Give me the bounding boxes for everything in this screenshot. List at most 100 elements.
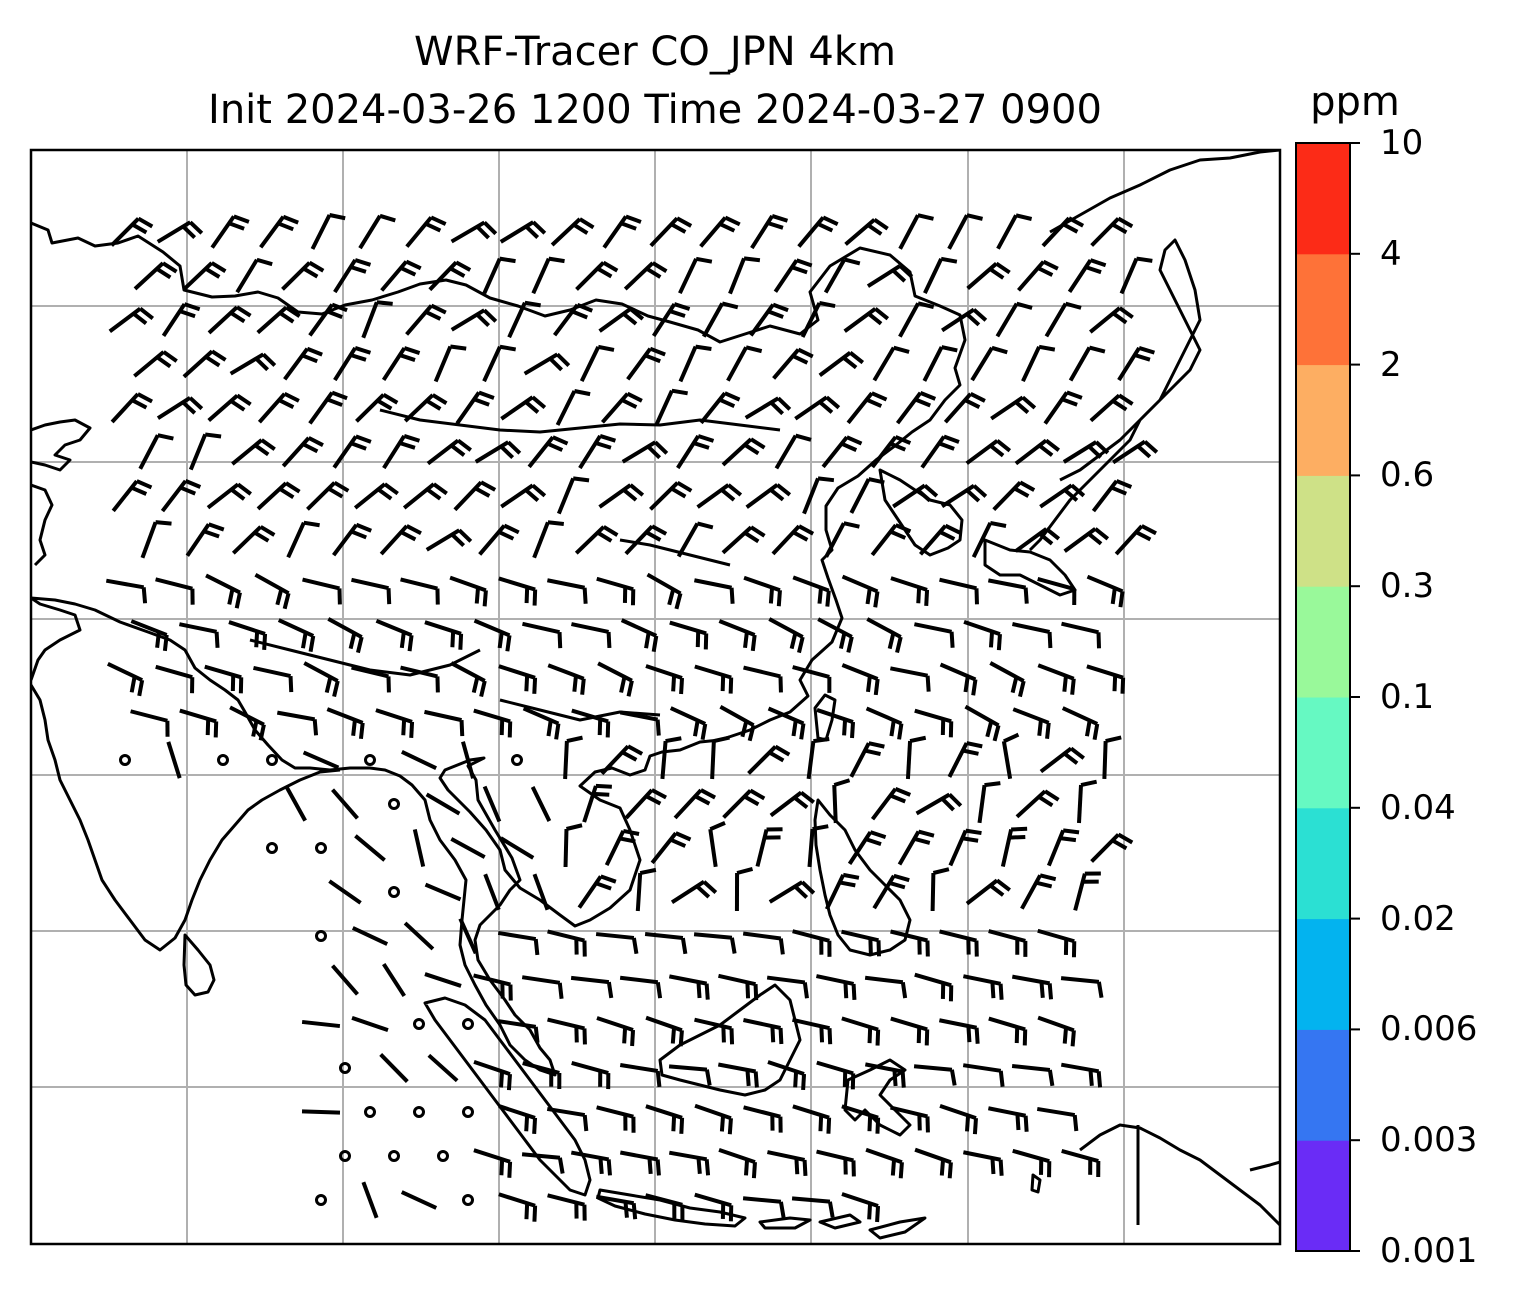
wind-barb [235,257,273,294]
wind-barb [579,344,615,382]
wind-barb [1012,707,1051,739]
wind-barb [478,523,520,556]
wind-barb [597,661,634,697]
wind-barb [228,620,268,651]
wind-barb [426,438,472,466]
wind-barb [582,783,612,823]
colorbar-tick-label: 4 [1380,233,1402,274]
wind-barb [1061,621,1102,649]
wind-barb [865,1147,904,1179]
wind-barb [424,620,464,650]
wind-barb [966,261,1011,290]
wind-barb [841,1104,881,1134]
wind-barb [596,1016,636,1047]
wind-barb [1112,439,1159,465]
wind-barb [555,389,591,426]
wind-barb [890,929,930,957]
wind-barb [450,837,486,859]
wind-barb [988,1016,1028,1046]
wind-barb [281,436,324,468]
colorbar-tick-label: 0.04 [1380,787,1456,828]
calm-wind-marker [462,1194,474,1206]
wind-barb [889,666,931,692]
wind-barb [971,520,1007,558]
colorbar-tick-label: 10 [1380,123,1424,163]
wind-barb [595,1194,638,1220]
wind-barb [474,440,522,464]
wind-barb [774,433,812,470]
wind-barb [286,520,320,559]
wind-barb [326,707,365,740]
calm-wind-marker [388,886,400,898]
wind-barb [522,706,561,740]
calm-wind-marker [462,1018,474,1030]
wind-barb [571,1061,611,1090]
wind-barb [351,665,391,693]
wind-barb [807,824,829,868]
wind-barb [940,484,988,508]
wind-barb [1001,732,1020,780]
wind-barb [453,480,497,512]
calm-wind-marker [413,1018,425,1030]
wind-barb [743,665,783,693]
wind-barb [815,974,857,1001]
wind-barb [718,619,757,652]
wind-barb [964,704,1001,742]
wind-barb [722,788,766,819]
wind-barb [1089,393,1134,423]
wind-barb [1037,577,1077,606]
wind-barb [797,215,839,248]
wind-barb [794,395,841,421]
wind-barb [841,574,880,608]
wind-barb [138,433,174,470]
wind-barb [353,482,399,510]
wind-barb [841,663,880,696]
wind-barb [596,576,636,606]
wind-barb [207,393,252,423]
wind-barb [870,523,912,557]
wind-barb [522,621,563,649]
coastline-sumatra [423,996,592,1197]
wind-barb [578,434,617,470]
wind-barb [939,1103,978,1135]
wind-barb [179,708,219,738]
coastline-sulawesi [843,1058,912,1137]
wind-barb [989,661,1026,698]
wind-barb [872,873,910,910]
wind-barb [1076,779,1098,824]
wind-barb [111,479,153,513]
wind-barb [424,972,462,988]
wind-barb [938,1018,980,1044]
wind-barb [619,1150,661,1176]
wind-barb [182,349,227,379]
wind-barb [939,929,979,957]
wind-barb [1067,258,1107,293]
wind-barb [1011,974,1054,1000]
wind-barb [229,705,266,741]
wind-barb [987,1106,1029,1132]
wind-barb [890,576,930,606]
wind-barb [806,737,830,780]
wind-barb [498,1192,538,1222]
wind-barb [750,214,789,250]
wind-barb [890,1016,930,1046]
wind-barb [744,396,792,420]
wind-barb [1044,301,1082,338]
wind-barb [922,345,958,382]
colorbar-segment [1296,364,1350,476]
wind-barb [281,260,325,291]
wind-barb [624,524,668,556]
map-frame [29,148,1282,1246]
wind-barb [849,741,885,778]
wind-barb [276,710,319,736]
colorbar-segment [1296,143,1350,255]
colorbar-tick-label: 2 [1380,344,1402,385]
coastline-northeast [1049,150,1280,234]
wind-barb [996,213,1033,250]
wind-barb [792,1104,832,1134]
wind-barb [497,1019,540,1043]
wind-barb [620,618,659,652]
wind-barb [596,1105,636,1133]
wind-barb [331,788,359,820]
wind-barb [939,662,978,696]
